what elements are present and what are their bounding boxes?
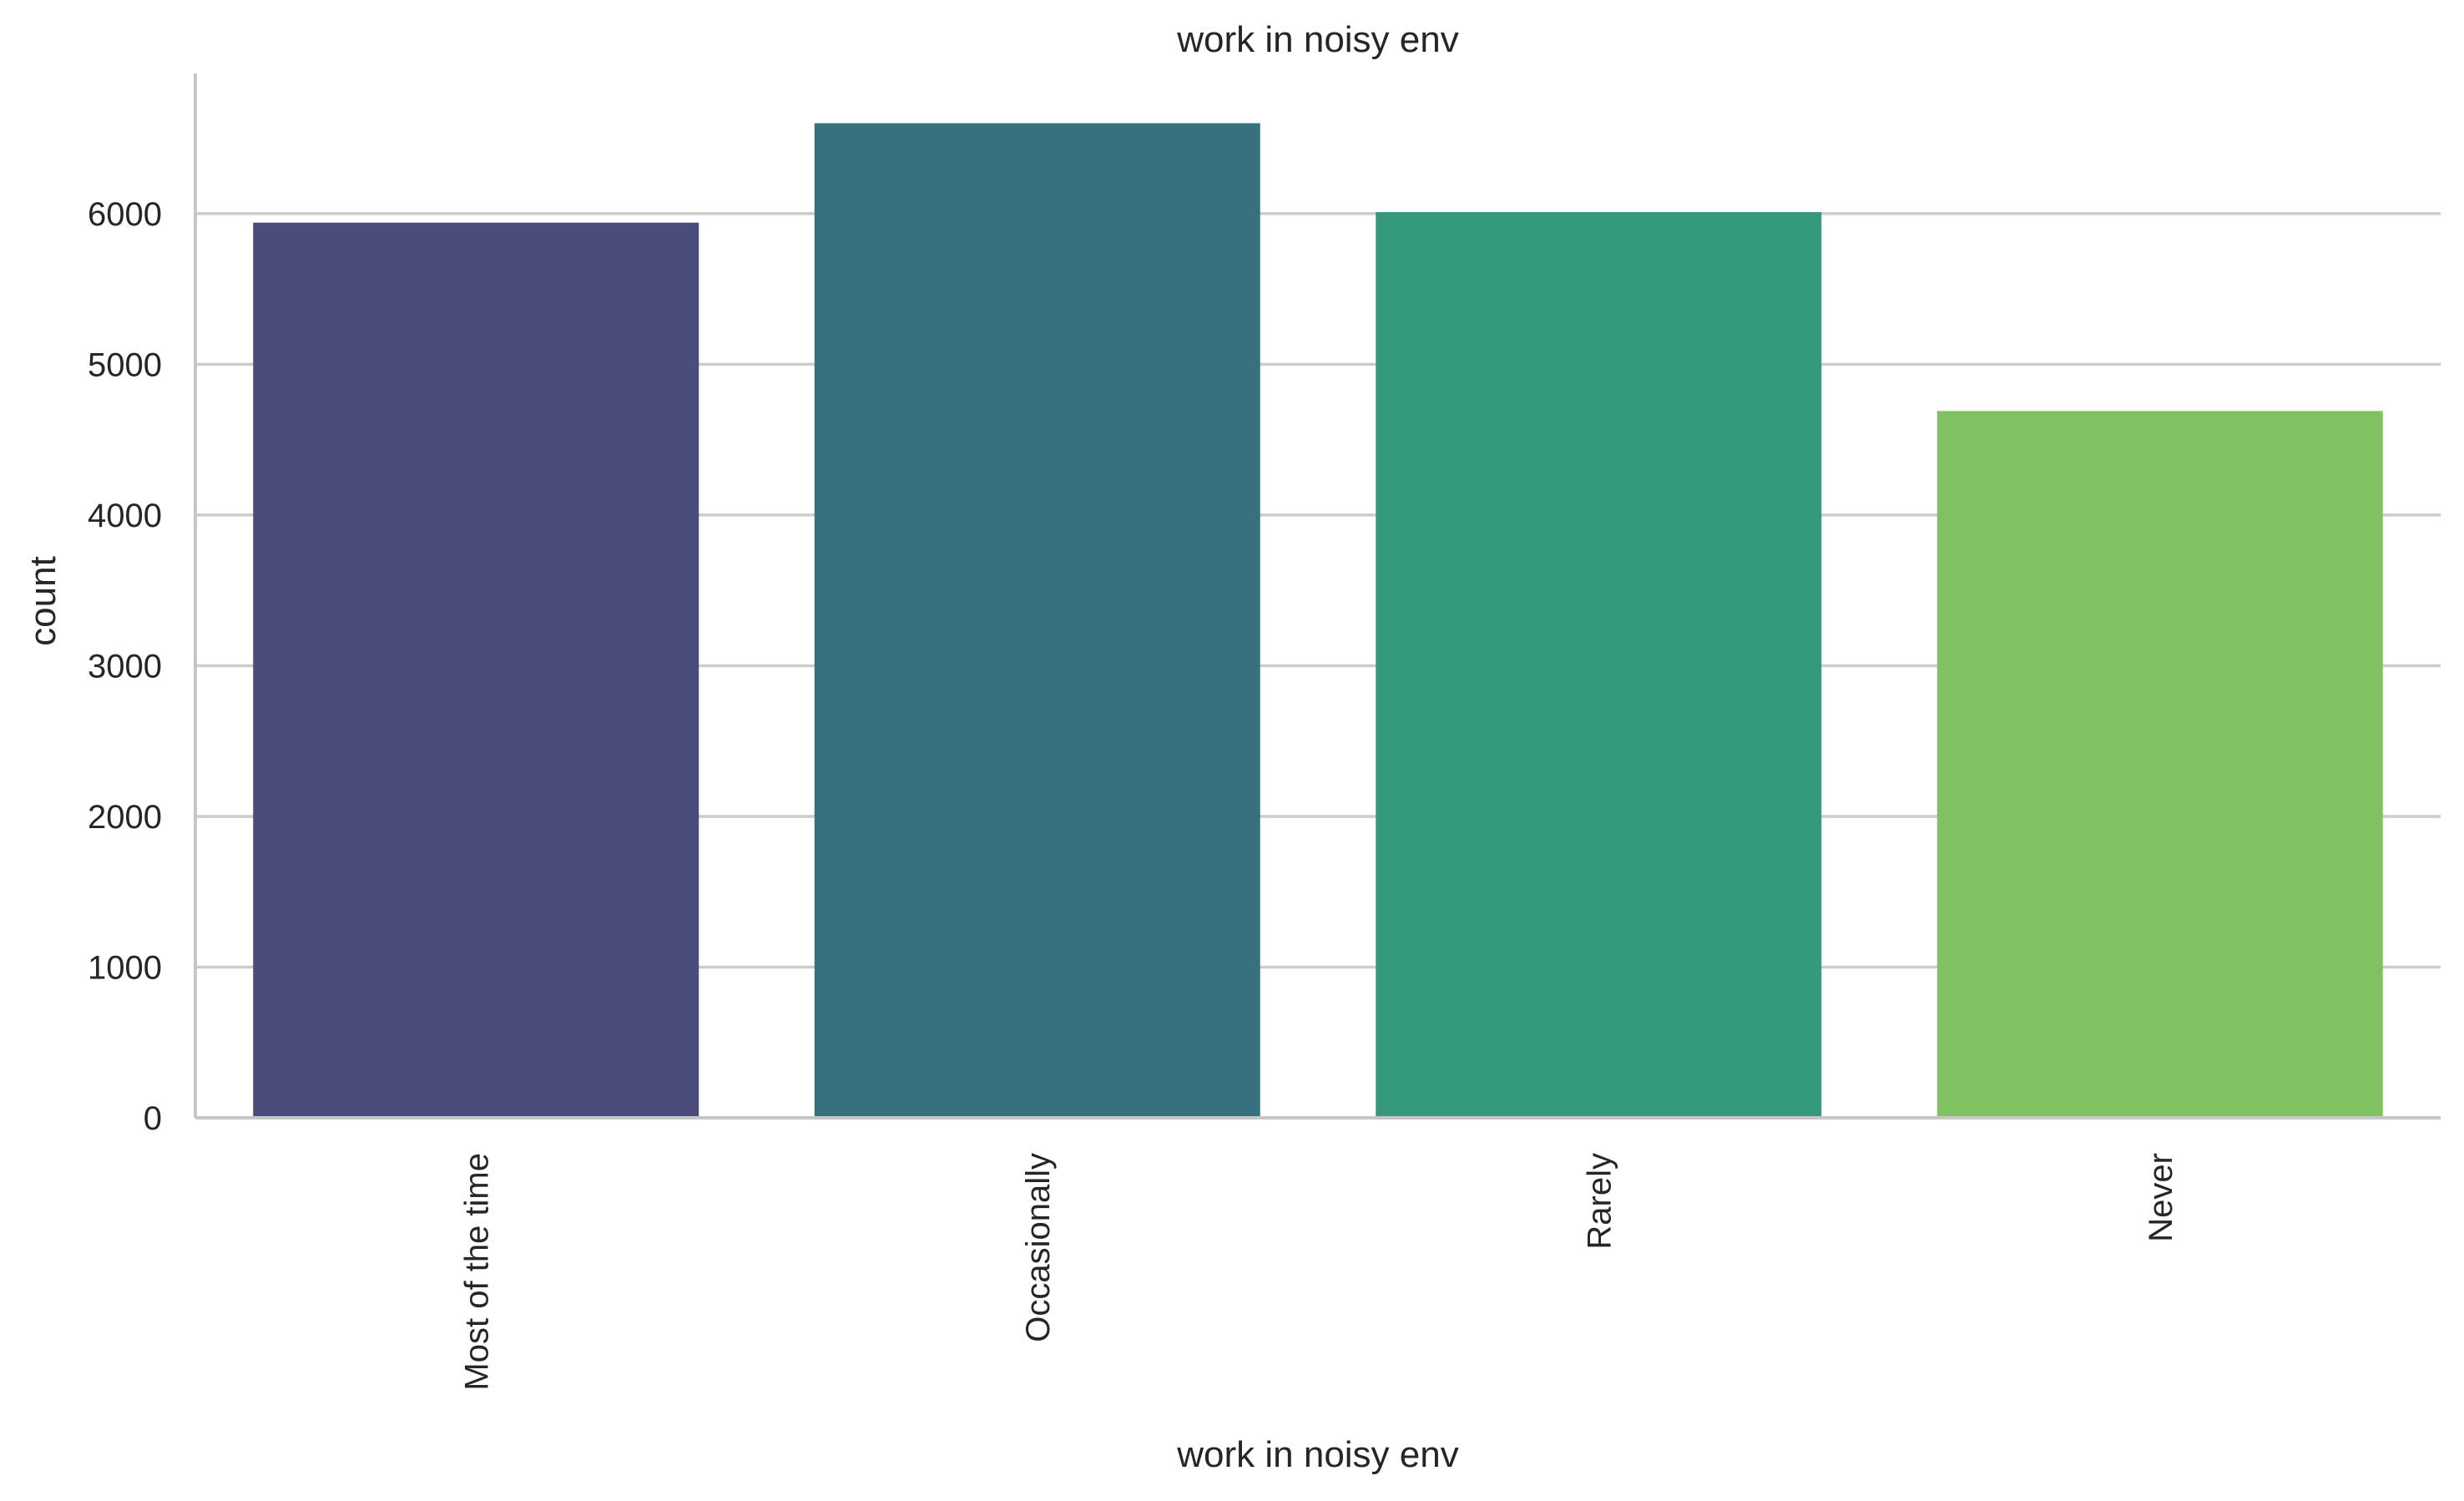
bar-occasionally <box>814 123 1260 1119</box>
chart-title: work in noisy env <box>1176 19 1458 60</box>
y-tick-label: 6000 <box>88 196 162 233</box>
bar-rarely <box>1376 212 1822 1119</box>
bar-most-of-the-time <box>253 222 699 1118</box>
x-axis-label: work in noisy env <box>1176 1434 1458 1475</box>
bars <box>253 123 2383 1119</box>
y-tick-label: 0 <box>144 1100 162 1137</box>
bar-never <box>1936 411 2383 1118</box>
y-tick-label: 1000 <box>88 949 162 986</box>
y-tick-labels: 0 1000 2000 3000 4000 5000 6000 <box>88 196 162 1137</box>
axes-spines <box>194 73 2441 1119</box>
y-tick-label: 5000 <box>88 346 162 383</box>
x-tick-labels: Most of the time Occasionally Rarely Never <box>458 1153 2179 1391</box>
y-tick-label: 2000 <box>88 799 162 836</box>
y-tick-label: 4000 <box>88 498 162 534</box>
x-tick-label: Never <box>2143 1153 2179 1242</box>
x-tick-label: Most of the time <box>458 1153 495 1391</box>
y-tick-label: 3000 <box>88 648 162 685</box>
y-axis-label: count <box>23 556 63 646</box>
x-tick-label: Rarely <box>1581 1153 1618 1250</box>
x-tick-label: Occasionally <box>1020 1153 1057 1342</box>
